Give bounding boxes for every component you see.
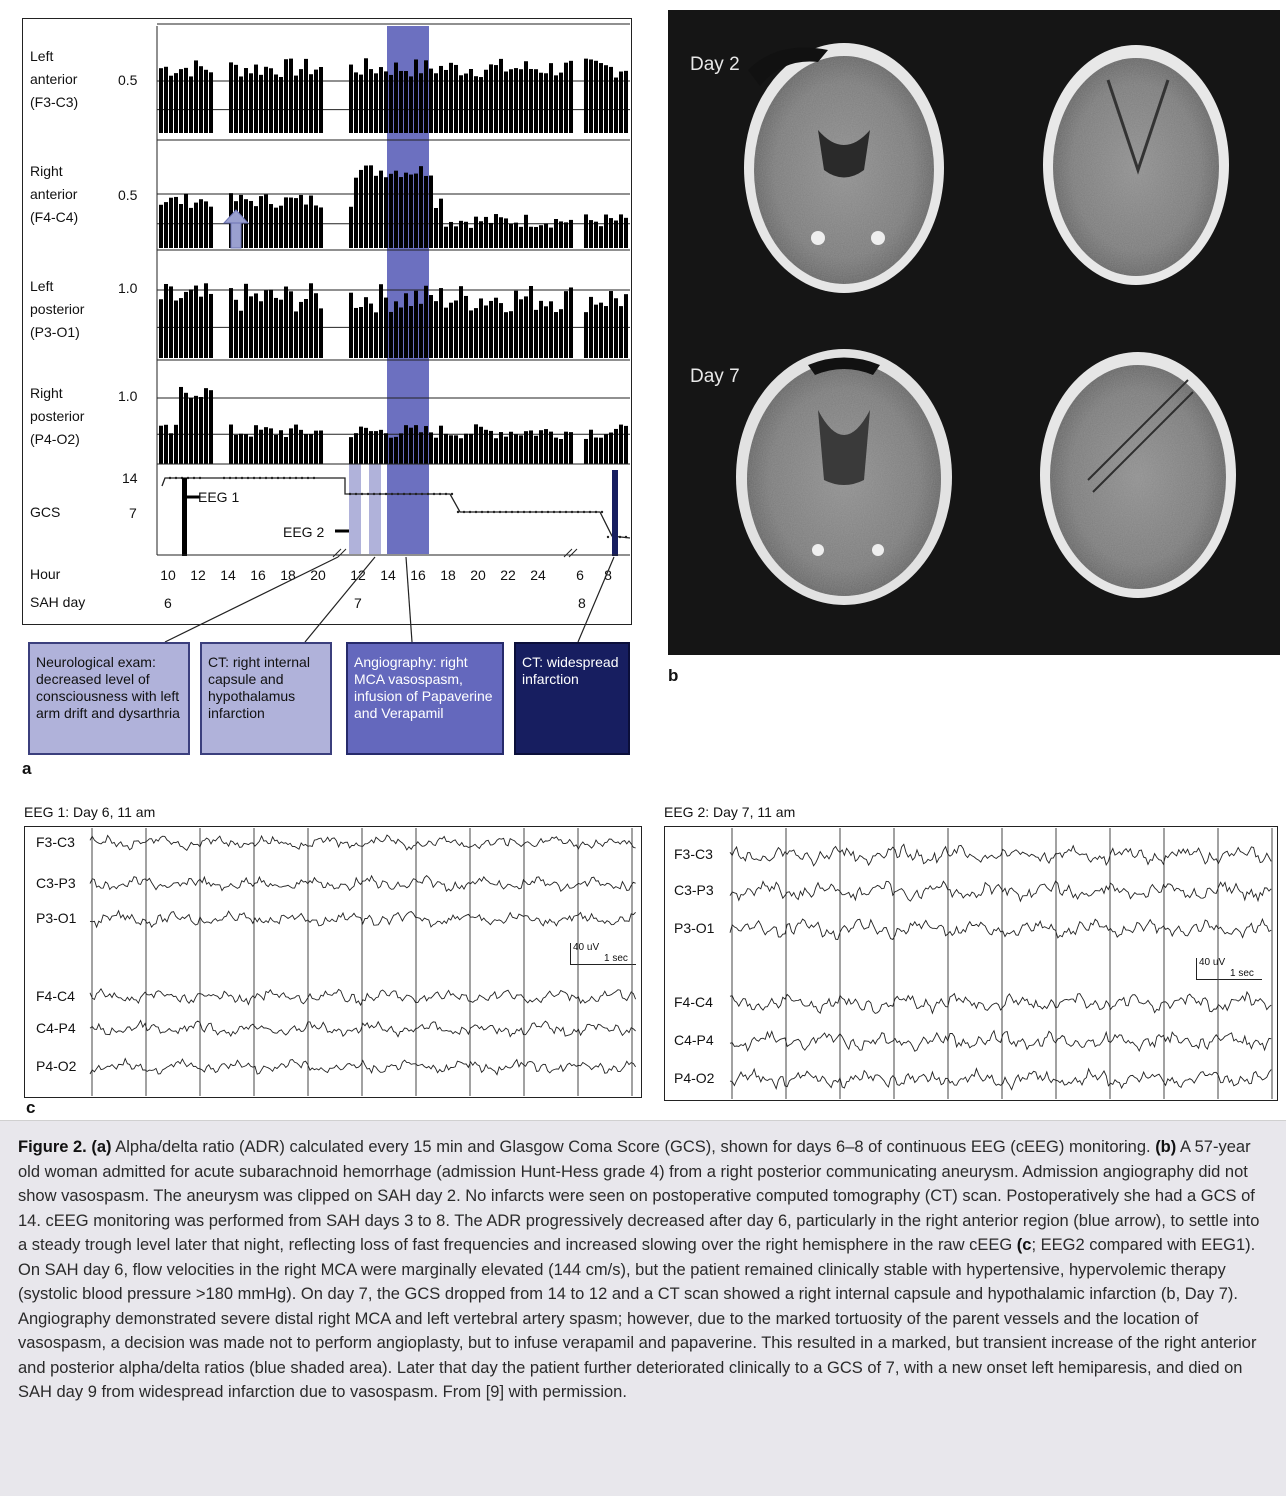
row-ref-left-anterior: 0.5 <box>118 72 138 88</box>
row-label-line: posterior <box>30 408 85 424</box>
ct-label-day2: Day 2 <box>690 54 740 75</box>
row-label-line: Right <box>30 385 63 401</box>
gcs-tick-7: 7 <box>129 505 137 521</box>
row-label-line: anterior <box>30 71 78 87</box>
event-box-angiography: Angiography: right MCA vasospasm, infusi… <box>346 642 504 755</box>
eeg2-channel-label: P4-O2 <box>674 1070 715 1086</box>
eeg1-channel-label: C3-P3 <box>36 875 76 891</box>
eeg2-channel-label: C3-P3 <box>674 882 714 898</box>
caption-c-text: ; EEG2 compared with EEG1). On SAH day 6… <box>18 1236 1257 1401</box>
event-box-ct-day7: CT: right internal capsule and hypothala… <box>200 642 332 755</box>
eeg2-channel-label: F4-C4 <box>674 994 713 1010</box>
row-label-line: (F3-C3) <box>30 94 79 110</box>
eeg2-channel-label: F3-C3 <box>674 846 713 862</box>
eeg1-scale-bar: 40 uV 1 sec <box>570 942 636 965</box>
row-ref-left-posterior: 1.0 <box>118 280 138 296</box>
hour-axis-label: Hour <box>30 566 61 582</box>
eeg1-scale-uv: 40 uV <box>573 942 600 953</box>
eeg2-channel-label: C4-P4 <box>674 1032 714 1048</box>
row-label-line: posterior <box>30 301 85 317</box>
eeg1-scale-time: 1 sec <box>604 953 628 964</box>
event-text: CT: widespread infarction <box>522 654 619 687</box>
ct-slice-day2-upper <box>1043 45 1229 285</box>
eeg2-scale-uv: 40 uV <box>1199 957 1226 968</box>
figure-caption: Figure 2. (a) Alpha/delta ratio (ADR) ca… <box>0 1120 1286 1496</box>
ct-label-day7: Day 7 <box>690 366 740 387</box>
caption-b-mark: (b) <box>1155 1138 1177 1156</box>
panel-letter-b: b <box>668 666 679 685</box>
row-label-right-posterior: Right posterior (P4-O2) <box>30 382 84 451</box>
panel-letter-a: a <box>22 759 32 778</box>
row-label-line: (P4-O2) <box>30 431 80 447</box>
ct-slice-day7-lower <box>736 349 952 605</box>
eeg2-scale-time: 1 sec <box>1230 968 1254 979</box>
row-ref-right-posterior: 1.0 <box>118 388 138 404</box>
event-text: CT: right internal capsule and hypothala… <box>208 654 310 721</box>
eeg2-scale-bar: 40 uV 1 sec <box>1196 957 1262 980</box>
row-label-line: anterior <box>30 186 78 202</box>
caption-a-mark: (a) <box>91 1138 112 1156</box>
ct-slice-day7-upper <box>1040 352 1236 598</box>
eeg1-title: EEG 1: Day 6, 11 am <box>24 804 156 820</box>
sah-day-axis-label: SAH day <box>30 594 86 610</box>
caption-b-text: A 57-year old woman admitted for acute s… <box>18 1138 1260 1254</box>
eeg1-channel-label: P3-O1 <box>36 910 77 926</box>
panel-a-chart-frame <box>22 18 632 625</box>
caption-paragraph: Figure 2. (a) Alpha/delta ratio (ADR) ca… <box>18 1135 1270 1405</box>
eeg1-channel-label: C4-P4 <box>36 1020 76 1036</box>
eeg-marker-2: EEG 2 <box>283 524 325 540</box>
caption-c-mark: (c <box>1016 1236 1032 1254</box>
caption-fig-label: Figure 2. <box>18 1138 87 1156</box>
eeg1-channel-label: F3-C3 <box>36 834 75 850</box>
row-label-left-anterior: Left anterior (F3-C3) <box>30 45 78 114</box>
row-label-left-posterior: Left posterior (P3-O1) <box>30 275 84 344</box>
ct-slice-day2-lower <box>744 43 944 293</box>
eeg2-frame <box>664 826 1278 1101</box>
row-label-right-anterior: Right anterior (F4-C4) <box>30 160 78 229</box>
eeg2-title: EEG 2: Day 7, 11 am <box>664 804 796 820</box>
row-label-line: Left <box>30 278 54 294</box>
caption-a-text: Alpha/delta ratio (ADR) calculated every… <box>111 1138 1156 1156</box>
event-text: Neurological exam: decreased level of co… <box>36 654 180 721</box>
event-text: Angiography: right MCA vasospasm, infusi… <box>354 654 493 721</box>
eeg1-channel-label: P4-O2 <box>36 1058 77 1074</box>
panel-letter-c: c <box>26 1098 36 1117</box>
gcs-label: GCS <box>30 504 61 520</box>
row-label-line: Left <box>30 48 54 64</box>
eeg1-channel-label: F4-C4 <box>36 988 75 1004</box>
row-label-line: (P3-O1) <box>30 324 80 340</box>
event-box-neuro-exam: Neurological exam: decreased level of co… <box>28 642 190 755</box>
event-box-ct-widespread: CT: widespread infarction <box>514 642 630 755</box>
row-ref-right-anterior: 0.5 <box>118 187 138 203</box>
ct-scan-panel <box>668 10 1280 655</box>
gcs-tick-14: 14 <box>122 470 138 486</box>
eeg2-channel-label: P3-O1 <box>674 920 715 936</box>
row-label-line: Right <box>30 163 63 179</box>
eeg-marker-1: EEG 1 <box>198 489 240 505</box>
row-label-line: (F4-C4) <box>30 209 79 225</box>
eeg1-frame <box>24 826 642 1098</box>
